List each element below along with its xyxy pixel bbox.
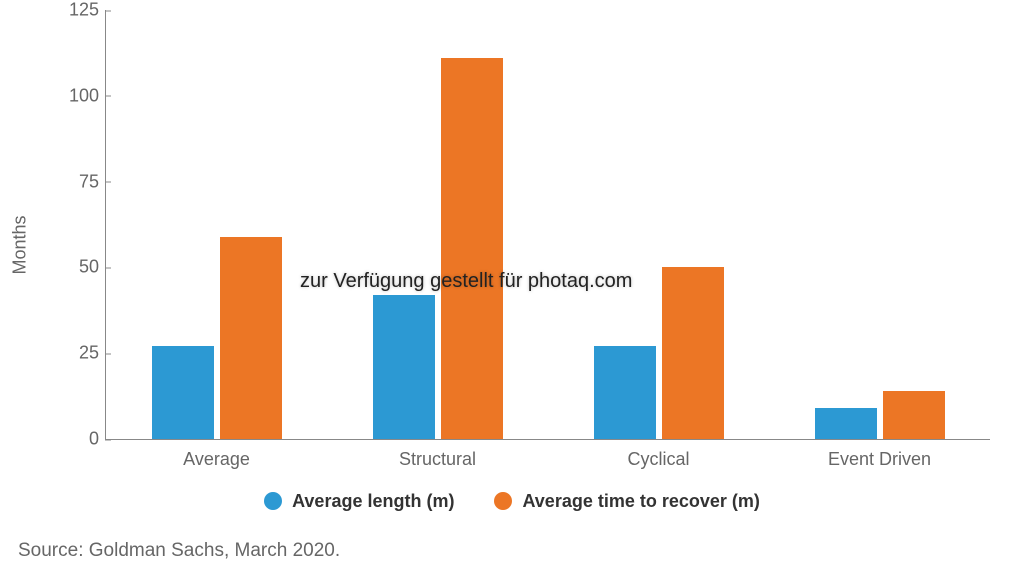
chart-legend: Average length (m) Average time to recove…: [0, 490, 1024, 512]
chart-plot-area: 0255075100125AverageStructuralCyclicalEv…: [105, 10, 990, 440]
category-label: Average: [117, 449, 317, 470]
y-tick-label: 50: [51, 257, 99, 278]
y-tick-label: 25: [51, 343, 99, 364]
category-label: Event Driven: [780, 449, 980, 470]
y-tick-label: 125: [51, 0, 99, 21]
bar-group: Cyclical: [548, 10, 769, 439]
legend-label: Average length (m): [292, 491, 454, 511]
legend-item: Average time to recover (m): [494, 490, 759, 512]
bar: [220, 237, 282, 439]
y-tick-label: 75: [51, 171, 99, 192]
legend-label: Average time to recover (m): [522, 491, 759, 511]
bar: [594, 346, 656, 439]
category-label: Structural: [338, 449, 538, 470]
bar: [441, 58, 503, 439]
y-axis-label: Months: [10, 215, 31, 274]
bar: [883, 391, 945, 439]
bar: [815, 408, 877, 439]
source-attribution: Source: Goldman Sachs, March 2020.: [18, 540, 340, 562]
bar: [373, 295, 435, 439]
chart-container: Months 0255075100125AverageStructuralCyc…: [30, 10, 1000, 480]
bar: [152, 346, 214, 439]
bar-group: Structural: [327, 10, 548, 439]
bar-group: Average: [106, 10, 327, 439]
legend-item: Average length (m): [264, 490, 454, 512]
category-label: Cyclical: [559, 449, 759, 470]
y-tick-label: 0: [51, 429, 99, 450]
legend-swatch-icon: [264, 492, 282, 510]
bar: [662, 267, 724, 439]
y-tick-label: 100: [51, 85, 99, 106]
bar-group: Event Driven: [769, 10, 990, 439]
legend-swatch-icon: [494, 492, 512, 510]
